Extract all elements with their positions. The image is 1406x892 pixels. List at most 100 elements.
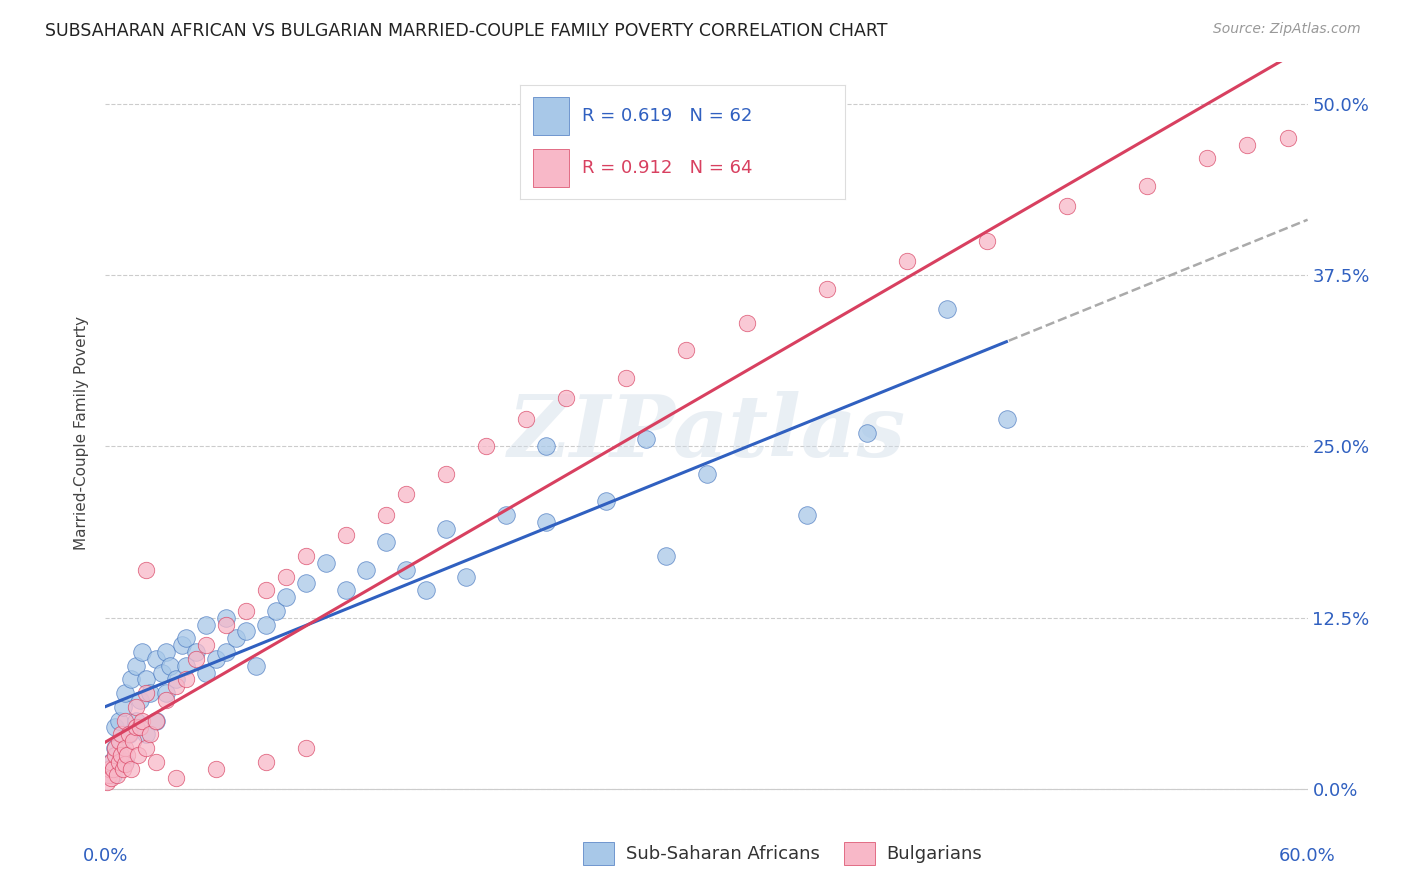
Point: [295, 549, 318, 563]
Point: [475, 439, 498, 453]
Point: [616, 371, 638, 385]
Point: [103, 762, 125, 776]
Point: [354, 563, 377, 577]
Point: [374, 508, 398, 522]
Point: [264, 604, 287, 618]
Text: Bulgarians: Bulgarians: [886, 845, 981, 863]
Point: [100, 755, 122, 769]
Point: [395, 563, 418, 577]
Point: [103, 768, 125, 782]
Point: [145, 652, 167, 666]
Point: [110, 727, 132, 741]
Point: [110, 747, 132, 762]
Point: [184, 645, 207, 659]
Point: [434, 467, 457, 481]
Point: [108, 714, 131, 728]
Point: [104, 741, 127, 756]
Point: [204, 652, 226, 666]
Point: [194, 638, 217, 652]
Point: [174, 632, 197, 646]
Point: [118, 727, 141, 741]
Point: [98, 762, 121, 776]
Point: [515, 412, 537, 426]
Point: [138, 686, 160, 700]
Point: [214, 617, 236, 632]
Point: [214, 611, 236, 625]
Point: [150, 665, 173, 680]
Point: [636, 433, 658, 447]
Point: [124, 720, 146, 734]
Text: Sub-Saharan Africans: Sub-Saharan Africans: [626, 845, 820, 863]
Point: [225, 632, 247, 646]
Text: 60.0%: 60.0%: [1279, 847, 1336, 864]
Point: [104, 741, 127, 756]
Point: [112, 762, 135, 776]
Point: [145, 714, 167, 728]
Point: [456, 569, 478, 583]
Point: [235, 604, 257, 618]
Point: [194, 665, 217, 680]
Point: [100, 771, 122, 785]
Point: [121, 762, 143, 776]
Point: [1136, 178, 1159, 193]
Point: [131, 645, 153, 659]
Point: [315, 556, 337, 570]
Point: [1277, 131, 1299, 145]
Point: [114, 757, 136, 772]
Point: [896, 254, 918, 268]
Point: [184, 652, 207, 666]
Y-axis label: Married-Couple Family Poverty: Married-Couple Family Poverty: [75, 316, 90, 549]
Point: [170, 638, 193, 652]
Point: [138, 727, 160, 741]
Point: [534, 515, 557, 529]
Point: [1197, 152, 1219, 166]
Point: [1056, 199, 1078, 213]
Point: [135, 741, 157, 756]
Point: [108, 755, 131, 769]
Point: [100, 755, 122, 769]
Point: [204, 762, 226, 776]
Text: SUBSAHARAN AFRICAN VS BULGARIAN MARRIED-COUPLE FAMILY POVERTY CORRELATION CHART: SUBSAHARAN AFRICAN VS BULGARIAN MARRIED-…: [45, 22, 887, 40]
Point: [374, 535, 398, 549]
Point: [159, 658, 181, 673]
Point: [274, 569, 297, 583]
Point: [155, 686, 177, 700]
Point: [131, 714, 153, 728]
Point: [235, 624, 257, 639]
Point: [127, 747, 149, 762]
Point: [335, 528, 357, 542]
Point: [114, 686, 136, 700]
Point: [815, 282, 838, 296]
Point: [145, 755, 167, 769]
Point: [245, 658, 267, 673]
Point: [110, 734, 132, 748]
Point: [114, 714, 136, 728]
Point: [124, 714, 146, 728]
Point: [114, 741, 136, 756]
Point: [135, 673, 157, 687]
Text: ZIPatlas: ZIPatlas: [508, 391, 905, 475]
Point: [124, 658, 146, 673]
Point: [104, 720, 127, 734]
Point: [495, 508, 517, 522]
Point: [214, 645, 236, 659]
Point: [675, 343, 697, 358]
Point: [415, 583, 437, 598]
Point: [534, 439, 557, 453]
Point: [174, 658, 197, 673]
Point: [155, 693, 177, 707]
Point: [135, 727, 157, 741]
Point: [114, 755, 136, 769]
Point: [254, 755, 277, 769]
Text: Source: ZipAtlas.com: Source: ZipAtlas.com: [1213, 22, 1361, 37]
Point: [128, 693, 150, 707]
Point: [655, 549, 678, 563]
Point: [124, 699, 146, 714]
Point: [735, 316, 758, 330]
Point: [155, 645, 177, 659]
Point: [108, 734, 131, 748]
Point: [696, 467, 718, 481]
Point: [128, 720, 150, 734]
Point: [295, 741, 318, 756]
Point: [1236, 137, 1258, 152]
